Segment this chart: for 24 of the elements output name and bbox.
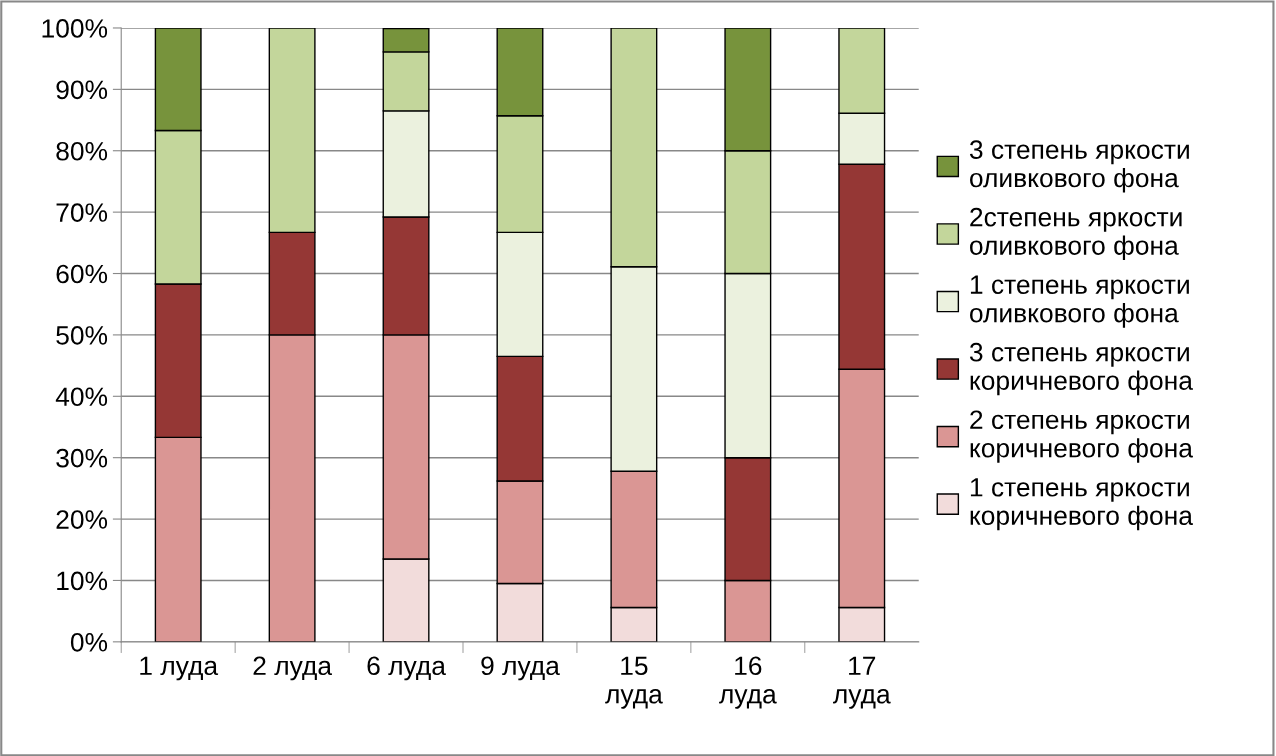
legend-label: 1 степень яркости оливкового фона	[970, 275, 1189, 328]
y-tick-label: 0%	[70, 632, 108, 652]
x-tick-label: 6 луда	[367, 656, 446, 681]
x-tick-label: 17 луда	[833, 656, 891, 709]
y-tick-label: 40%	[55, 387, 108, 407]
legend-label: 2 степень яркости коричневого фона	[970, 410, 1193, 463]
x-tick-label: 16 луда	[719, 656, 777, 709]
y-tick-label: 100%	[42, 19, 108, 38]
legend-label: 3 степень яркости коричневого фона	[969, 342, 1193, 396]
legend-label: 2степень яркости оливкового фона	[970, 207, 1182, 261]
x-tick-label: 15 луда	[605, 656, 663, 709]
y-tick-label: 80%	[56, 141, 108, 161]
legend-label: 1 степень яркости коричневого фона	[970, 478, 1193, 531]
y-tick-label: 20%	[56, 510, 108, 529]
x-tick-label: 2 луда	[253, 656, 333, 681]
y-tick-label: 50%	[56, 326, 108, 345]
legend-label: 3 степень яркости оливкового фона	[969, 140, 1189, 193]
y-tick-label: 90%	[56, 80, 108, 100]
x-tick-label: 9 луда	[481, 656, 560, 681]
y-tick-label: 10%	[57, 571, 108, 591]
x-tick-label: 1 луда	[140, 656, 219, 681]
y-tick-label: 30%	[56, 448, 108, 468]
y-tick-label: 60%	[56, 264, 108, 284]
y-tick-label: 70%	[56, 203, 108, 222]
